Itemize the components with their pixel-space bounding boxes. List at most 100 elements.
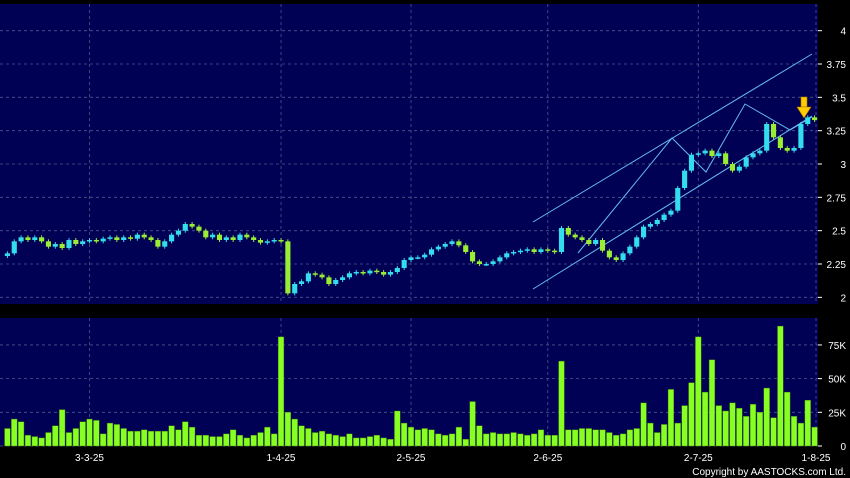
volume-bar: [366, 436, 374, 447]
volume-bar: [407, 426, 415, 447]
volume-bar: [667, 389, 675, 447]
volume-bar: [189, 426, 196, 447]
volume-bar: [271, 433, 278, 447]
candle-body: [100, 238, 106, 242]
candle-body: [155, 240, 161, 247]
volume-bar: [681, 405, 688, 447]
candle-body: [374, 270, 380, 273]
volume-bar: [45, 432, 52, 447]
volume-bars: [4, 325, 818, 447]
volume-bar: [647, 422, 654, 447]
volume-bar: [695, 336, 702, 447]
price-tick-label: 3.75: [827, 60, 847, 71]
candle-body: [271, 240, 277, 242]
zigzag-line: [577, 103, 813, 254]
candle-body: [716, 153, 722, 156]
volume-bar: [551, 435, 558, 447]
price-axis: 4 3.75 3.5 3.25 3 2.75 2.5 2.25 2: [818, 27, 847, 304]
volume-bar: [284, 412, 291, 447]
candle-body: [750, 153, 756, 158]
volume-bar: [640, 402, 647, 447]
volume-bar: [524, 435, 531, 447]
candle-body: [264, 241, 270, 243]
marker-arrow-shaft: [800, 96, 808, 108]
volume-bar: [134, 430, 141, 447]
date-tick-label: 1-4-25: [267, 453, 296, 464]
candle-body: [695, 153, 701, 155]
volume-bar: [654, 432, 661, 447]
candle-body: [169, 234, 175, 242]
volume-bar: [626, 429, 633, 447]
candle-body: [415, 257, 421, 259]
volume-bar: [736, 408, 743, 447]
volume-bar: [777, 325, 784, 447]
volume-bar: [394, 410, 401, 447]
volume-bar: [442, 435, 449, 447]
volume-bar: [729, 402, 736, 447]
volume-bar: [661, 424, 668, 447]
volume-bar: [619, 433, 627, 447]
candle-body: [593, 240, 599, 244]
candle-body: [189, 224, 195, 227]
candle-body: [340, 277, 346, 280]
volume-bar: [31, 436, 38, 447]
candle-body: [599, 240, 606, 251]
volume-bar: [414, 429, 421, 447]
volume-bar: [79, 421, 86, 447]
price-tick-label: 2.25: [827, 260, 847, 271]
price-tick-label: 2: [840, 293, 846, 304]
candle-body: [141, 234, 147, 238]
volume-bar: [339, 436, 346, 447]
candle-body: [627, 246, 633, 254]
candle-body: [182, 224, 188, 231]
volume-bar: [277, 336, 285, 447]
price-tick-label: 3.25: [827, 127, 847, 138]
candle-body: [606, 250, 612, 258]
volume-bar: [749, 404, 757, 447]
volume-bar: [435, 433, 442, 447]
volume-bar: [476, 425, 483, 447]
volume-bar: [401, 422, 408, 447]
volume-bar: [448, 433, 456, 447]
price-tick-label: 4: [840, 27, 846, 38]
candle-body: [729, 164, 736, 171]
price-tick-label: 3.5: [832, 93, 846, 104]
volume-bar: [59, 409, 66, 447]
volume-bar: [291, 418, 298, 447]
volume-bar: [24, 435, 32, 447]
volume-bar: [715, 405, 722, 447]
candle-body: [558, 228, 565, 252]
candle-body: [791, 148, 797, 151]
volume-bar: [517, 433, 524, 447]
volume-bar: [784, 391, 791, 447]
volume-bar: [790, 416, 798, 447]
candle-body: [346, 273, 353, 278]
volume-bar: [154, 430, 161, 447]
volume-bar: [353, 437, 360, 447]
candle-body: [25, 237, 31, 240]
volume-bar: [702, 391, 709, 447]
volume-bar: [257, 432, 264, 447]
candle-body: [805, 117, 811, 124]
candle-body: [777, 137, 783, 148]
candle-body: [216, 234, 223, 240]
volume-bar: [264, 426, 271, 447]
volume-bar: [175, 429, 182, 447]
volume-bar: [161, 430, 168, 447]
candle-body: [736, 166, 742, 171]
candle-body: [641, 226, 647, 238]
volume-bar: [168, 425, 175, 447]
candle-body: [223, 237, 229, 240]
volume-bar: [18, 421, 25, 447]
candle-body: [121, 237, 127, 240]
volume-bar: [585, 428, 592, 447]
volume-bar: [743, 416, 750, 447]
candle-body: [572, 234, 578, 238]
volume-bar: [763, 387, 770, 447]
candles: [4, 115, 818, 296]
volume-bar: [38, 437, 45, 447]
volume-bar: [243, 437, 250, 447]
candle-body: [620, 253, 626, 260]
candle-body: [456, 241, 462, 246]
